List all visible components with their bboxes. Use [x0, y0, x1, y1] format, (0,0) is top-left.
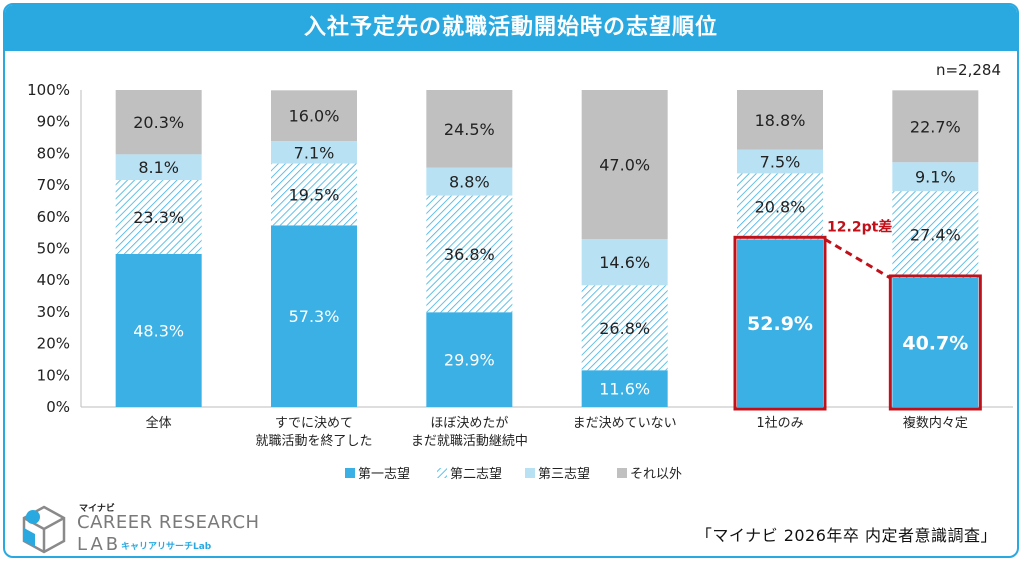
bar-segment [271, 225, 357, 407]
logo-title: CAREER RESEARCH [77, 512, 260, 533]
data-label: 24.5% [444, 120, 495, 139]
bar-segment [737, 90, 823, 150]
difference-line [824, 238, 892, 280]
data-label: 57.3% [289, 307, 340, 326]
bar-segment [426, 167, 513, 196]
legend-swatch [617, 468, 627, 478]
y-tick-label: 20% [37, 335, 70, 353]
data-label: 20.3% [133, 113, 184, 132]
bar-segment [892, 277, 979, 407]
y-tick-label: 10% [37, 366, 70, 384]
x-category-label: 就職活動を終了した [255, 433, 372, 449]
logo-brand: マイナビ [79, 504, 115, 514]
bar-segment [737, 149, 823, 174]
x-category-label: 複数内々定 [903, 415, 968, 431]
y-tick-label: 80% [37, 144, 70, 162]
y-tick-label: 40% [37, 271, 70, 289]
bar-segment [581, 285, 668, 371]
bar-segment [271, 141, 357, 164]
chart-frame: 入社予定先の就職活動開始時の志望順位 n=2,284 0% 10% 20% 30% 40… [3, 3, 1019, 558]
data-label: 48.3% [133, 321, 184, 340]
bar-segment [892, 90, 979, 163]
difference-annotation: 12.2pt差 [827, 218, 892, 235]
bar-segment [271, 163, 357, 226]
bar-segment [271, 90, 357, 142]
data-label: 11.6% [599, 380, 650, 399]
data-label: 8.1% [138, 158, 179, 177]
bar-segment [426, 90, 513, 168]
legend-swatch [345, 468, 355, 478]
y-tick-label: 100% [27, 81, 70, 99]
y-tick-label: 0% [46, 398, 70, 416]
y-tick-label: 70% [37, 176, 70, 194]
x-category-label: 全体 [146, 415, 172, 431]
legend-label: 第二志望 [450, 466, 502, 482]
legend-label: 第一志望 [358, 466, 410, 482]
data-label: 7.1% [294, 143, 335, 162]
bar-segment [426, 195, 513, 313]
bar-segment [426, 312, 513, 407]
legend-swatch [437, 468, 447, 478]
data-label: 16.0% [289, 107, 340, 126]
data-label: 9.1% [915, 168, 956, 187]
data-label: 8.8% [449, 173, 490, 192]
legend-label: それ以外 [630, 467, 682, 482]
data-label: 7.5% [760, 152, 801, 171]
x-category-label: まだ就職活動継続中 [411, 434, 528, 449]
data-label: 22.7% [910, 117, 961, 136]
y-tick-label: 90% [37, 113, 70, 131]
bar-segment [892, 191, 979, 278]
bar-segment [115, 180, 202, 254]
x-category-label: 1社のみ [756, 415, 803, 431]
data-label: 40.7% [902, 332, 968, 354]
data-label: 18.8% [755, 111, 806, 130]
legend-label: 第三志望 [538, 466, 590, 482]
data-label: 19.5% [289, 185, 340, 204]
highlight-box [888, 274, 982, 411]
data-label: 47.0% [599, 155, 650, 174]
logo-kana: キャリアリサーチLab [121, 542, 212, 552]
bar-segment [737, 173, 823, 240]
logo-lab: LAB [77, 534, 122, 555]
highlight-box [733, 235, 827, 411]
data-label: 29.9% [444, 351, 495, 370]
data-label: 52.9% [747, 313, 813, 335]
data-label: 26.8% [599, 319, 650, 338]
legend-swatch [525, 468, 535, 478]
data-label: 27.4% [910, 226, 961, 245]
y-tick-label: 60% [37, 208, 70, 226]
bar-segment [581, 238, 668, 286]
x-category-label: すでに決めて [275, 416, 353, 431]
source-note: 「マイナビ 2026年卒 内定者意識調査」 [695, 526, 997, 545]
bar-segment [115, 90, 202, 155]
bar-segment [581, 90, 668, 239]
cube-logo-icon [22, 505, 66, 554]
career-research-lab-logo: マイナビ CAREER RESEARCH LAB キャリアリサーチLab [19, 501, 259, 556]
data-label: 20.8% [755, 197, 806, 216]
chart-title: 入社予定先の就職活動開始時の志望順位 [5, 5, 1017, 51]
stacked-bar-chart: 0% 10% 20% 30% 40% 50% 60% 70% 80% 90% 100% 48.3% 2… [27, 81, 1013, 482]
bar-segment [115, 154, 202, 181]
y-tick-label: 30% [37, 303, 70, 321]
data-label: 23.3% [133, 208, 184, 227]
y-tick-label: 50% [37, 240, 70, 258]
bar-segment [581, 370, 668, 407]
bar-segment [892, 162, 979, 192]
data-label: 36.8% [444, 245, 495, 264]
data-label: 14.6% [599, 253, 650, 272]
bar-segment [115, 253, 202, 407]
x-category-label: まだ決めていない [573, 416, 677, 431]
bar-segment [737, 239, 823, 407]
x-category-label: ほぼ決めたが [430, 416, 508, 431]
sample-size: n=2,284 [935, 61, 1001, 79]
